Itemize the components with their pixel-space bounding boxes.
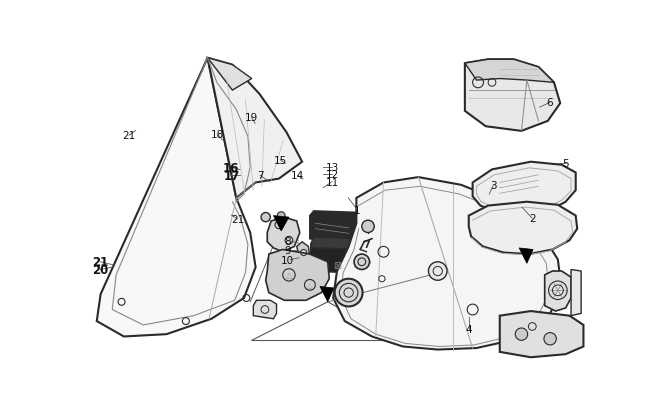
Polygon shape bbox=[254, 301, 276, 319]
Text: △: △ bbox=[307, 282, 313, 288]
Text: 4: 4 bbox=[466, 324, 473, 334]
Polygon shape bbox=[267, 217, 300, 252]
Ellipse shape bbox=[508, 223, 546, 240]
Circle shape bbox=[362, 221, 374, 233]
Polygon shape bbox=[465, 60, 560, 132]
Text: 21: 21 bbox=[231, 215, 244, 224]
Text: 19: 19 bbox=[245, 113, 258, 123]
Text: 18: 18 bbox=[211, 129, 224, 139]
Circle shape bbox=[428, 262, 447, 281]
Text: 20: 20 bbox=[92, 264, 109, 277]
Text: 8: 8 bbox=[285, 237, 291, 246]
Text: 7: 7 bbox=[257, 171, 263, 181]
Text: 12: 12 bbox=[326, 170, 339, 180]
Text: 13: 13 bbox=[326, 163, 339, 173]
Polygon shape bbox=[500, 311, 584, 357]
Polygon shape bbox=[473, 162, 576, 216]
Polygon shape bbox=[274, 216, 289, 231]
Polygon shape bbox=[207, 59, 302, 198]
Text: 17: 17 bbox=[223, 169, 239, 182]
Polygon shape bbox=[311, 238, 370, 258]
Text: 1: 1 bbox=[354, 205, 361, 215]
Circle shape bbox=[544, 333, 556, 345]
Polygon shape bbox=[207, 59, 252, 91]
Text: 6: 6 bbox=[547, 98, 553, 108]
Polygon shape bbox=[97, 59, 255, 337]
Polygon shape bbox=[333, 178, 562, 350]
Polygon shape bbox=[519, 248, 533, 264]
Text: 10: 10 bbox=[281, 255, 294, 265]
Text: 2: 2 bbox=[529, 213, 536, 224]
Polygon shape bbox=[320, 287, 334, 302]
Text: 7: 7 bbox=[363, 239, 370, 249]
Text: 21: 21 bbox=[92, 256, 109, 269]
Text: 3: 3 bbox=[490, 181, 497, 191]
Circle shape bbox=[261, 213, 270, 222]
Polygon shape bbox=[465, 60, 554, 83]
Text: 16: 16 bbox=[223, 161, 240, 174]
Text: ⊟: ⊟ bbox=[354, 262, 359, 268]
Polygon shape bbox=[469, 202, 577, 254]
Polygon shape bbox=[310, 211, 368, 247]
Ellipse shape bbox=[506, 181, 532, 195]
Polygon shape bbox=[309, 248, 374, 274]
Polygon shape bbox=[545, 271, 571, 311]
Text: 21: 21 bbox=[122, 131, 136, 141]
Circle shape bbox=[335, 279, 363, 307]
Circle shape bbox=[354, 254, 370, 270]
Circle shape bbox=[278, 212, 285, 220]
Polygon shape bbox=[266, 250, 330, 301]
Text: 14: 14 bbox=[291, 171, 304, 181]
Text: △: △ bbox=[286, 271, 292, 280]
Ellipse shape bbox=[551, 234, 570, 245]
Text: ⊠: ⊠ bbox=[333, 260, 341, 270]
Text: 11: 11 bbox=[326, 177, 339, 187]
Text: 9: 9 bbox=[285, 246, 291, 256]
Polygon shape bbox=[571, 270, 581, 316]
Text: 5: 5 bbox=[562, 158, 569, 168]
Polygon shape bbox=[296, 242, 310, 262]
Circle shape bbox=[515, 328, 528, 341]
Text: 15: 15 bbox=[274, 155, 287, 165]
